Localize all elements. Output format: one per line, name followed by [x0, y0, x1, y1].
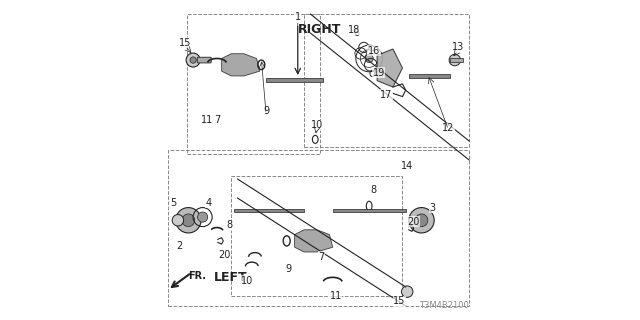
- Text: 13: 13: [452, 42, 464, 52]
- Text: 9: 9: [263, 106, 269, 116]
- Text: 7: 7: [319, 252, 324, 262]
- Text: 11: 11: [330, 292, 342, 301]
- Bar: [187, 14, 320, 154]
- Text: 16: 16: [368, 45, 380, 56]
- Text: T3M4B2100: T3M4B2100: [419, 301, 469, 310]
- Text: 8: 8: [371, 185, 377, 195]
- Text: 4: 4: [205, 198, 211, 208]
- Bar: [304, 14, 469, 147]
- Text: 6: 6: [353, 28, 360, 38]
- Text: 7: 7: [214, 115, 220, 125]
- Circle shape: [172, 215, 184, 226]
- Text: 3: 3: [429, 203, 436, 212]
- Circle shape: [449, 54, 461, 66]
- Text: FR.: FR.: [188, 271, 206, 281]
- Text: 10: 10: [241, 276, 253, 285]
- Text: 9: 9: [285, 264, 291, 275]
- Text: 11: 11: [201, 115, 214, 125]
- Circle shape: [190, 57, 196, 63]
- Circle shape: [365, 54, 373, 63]
- Text: 1: 1: [295, 12, 301, 22]
- Polygon shape: [294, 230, 333, 252]
- FancyBboxPatch shape: [450, 59, 463, 62]
- Text: 18: 18: [348, 25, 360, 35]
- Text: LEFT: LEFT: [214, 271, 248, 284]
- Polygon shape: [221, 54, 260, 76]
- Text: 12: 12: [442, 123, 454, 133]
- Text: 17: 17: [380, 90, 393, 100]
- FancyBboxPatch shape: [409, 74, 450, 78]
- Bar: [168, 150, 469, 306]
- Text: 8: 8: [227, 220, 233, 230]
- Bar: [231, 176, 403, 296]
- Circle shape: [401, 286, 413, 297]
- Circle shape: [182, 214, 195, 227]
- Text: 14: 14: [401, 161, 413, 171]
- Text: 19: 19: [372, 68, 385, 78]
- FancyBboxPatch shape: [266, 78, 323, 82]
- Text: 5: 5: [170, 198, 177, 208]
- Circle shape: [198, 212, 208, 222]
- Text: RIGHT: RIGHT: [298, 23, 342, 36]
- FancyBboxPatch shape: [234, 209, 304, 212]
- FancyBboxPatch shape: [333, 209, 406, 212]
- Text: 2: 2: [177, 241, 183, 251]
- Circle shape: [409, 208, 434, 233]
- Polygon shape: [377, 49, 403, 87]
- Circle shape: [186, 53, 200, 67]
- Circle shape: [175, 208, 201, 233]
- Text: 10: 10: [310, 120, 323, 130]
- Circle shape: [415, 214, 428, 227]
- FancyBboxPatch shape: [197, 57, 211, 63]
- Text: 15: 15: [393, 296, 406, 306]
- Text: 20: 20: [218, 250, 230, 260]
- Text: 15: 15: [179, 38, 191, 48]
- Text: 20: 20: [408, 217, 420, 227]
